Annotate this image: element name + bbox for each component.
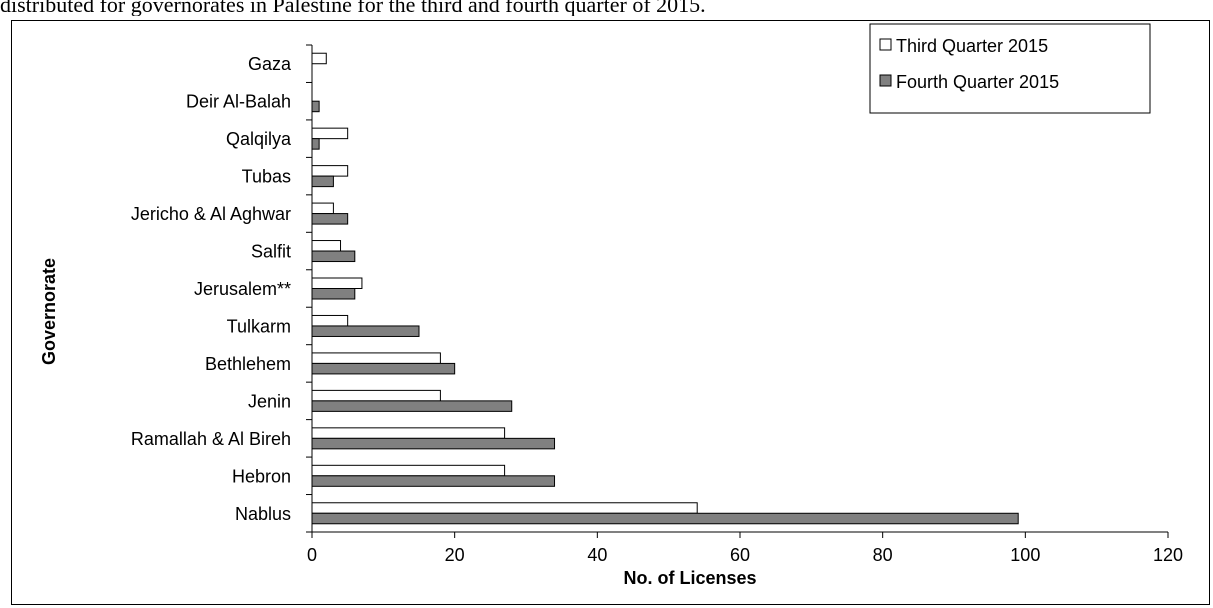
y-axis-title: Governorate: [39, 258, 59, 365]
y-tick-label-nablus: Nablus: [235, 504, 291, 524]
bar-jenin-q3: [311, 389, 441, 402]
y-tick-label-jerusalem: Jerusalem**: [194, 279, 291, 299]
x-tick-label-0: 0: [307, 545, 317, 565]
bar-deir-al-balah-q4: [311, 100, 320, 113]
bar-gaza-q3: [311, 52, 327, 65]
bar-jericho-al-aghwar-q3: [311, 202, 334, 215]
bar-hebron-q3: [311, 464, 506, 477]
bar-tubas-q4: [311, 175, 334, 188]
bar-jerusalem-q4: [311, 288, 356, 300]
bar-jericho-al-aghwar-q4: [311, 213, 349, 225]
x-tick-label-100: 100: [1010, 545, 1040, 565]
y-tick-label-bethlehem: Bethlehem: [205, 354, 291, 374]
bar-nablus-q3: [311, 502, 698, 514]
bar-ramallah-al-bireh-q3: [311, 427, 506, 439]
y-ticks: Gaza Deir Al-Balah Qalqilya Tubas Jericho & …: [131, 44, 312, 533]
legend-swatch-fourth-quarter: [879, 74, 892, 87]
bar-hebron-q4: [311, 475, 556, 487]
y-tick-label-jenin: Jenin: [248, 391, 291, 411]
x-tick-label-60: 60: [730, 545, 750, 565]
legend-box: [869, 23, 1151, 114]
y-tick-label-ramallah-al-bireh: Ramallah & Al Bireh: [131, 429, 291, 449]
legend-label-third-quarter: Third Quarter 2015: [896, 36, 1048, 56]
bar-bethlehem-q4: [311, 362, 456, 375]
y-tick-label-tulkarm: Tulkarm: [227, 316, 291, 336]
x-tick-label-80: 80: [873, 545, 893, 565]
x-ticks: 0 20 40 60 80 100 120: [307, 532, 1183, 565]
legend-swatch-third-quarter: [879, 38, 892, 51]
bar-tubas-q3: [311, 165, 349, 177]
y-tick-label-jericho-al-aghwar: Jericho & Al Aghwar: [131, 204, 291, 224]
y-tick-label-deir-al-balah: Deir Al-Balah: [186, 92, 291, 112]
bar-salfit-q4: [311, 250, 356, 263]
x-tick-label-40: 40: [587, 545, 607, 565]
y-tick-label-tubas: Tubas: [242, 167, 291, 187]
bar-tulkarm-q4: [311, 325, 420, 337]
bar-jenin-q4: [311, 400, 513, 412]
bar-ramallah-al-bireh-q4: [311, 437, 556, 450]
legend: Third Quarter 2015 Fourth Quarter 2015: [869, 23, 1151, 114]
y-tick-label-hebron: Hebron: [232, 466, 291, 486]
y-tick-label-qalqilya: Qalqilya: [226, 129, 292, 149]
bar-jerusalem-q3: [311, 277, 363, 289]
figure-caption: distributed for governorates in Palestin…: [0, 0, 706, 16]
bars-layer: [311, 52, 1019, 525]
bar-salfit-q3: [311, 240, 342, 252]
x-tick-label-120: 120: [1153, 545, 1183, 565]
x-tick-label-20: 20: [445, 545, 465, 565]
bar-nablus-q4: [311, 512, 1019, 525]
y-tick-label-gaza: Gaza: [248, 54, 292, 74]
y-tick-label-salfit: Salfit: [251, 242, 291, 262]
bar-qalqilya-q4: [311, 138, 320, 150]
x-axis-title: No. of Licenses: [623, 568, 756, 588]
bar-tulkarm-q3: [311, 314, 349, 327]
bar-qalqilya-q3: [311, 127, 349, 140]
legend-label-fourth-quarter: Fourth Quarter 2015: [896, 72, 1059, 92]
bar-bethlehem-q3: [311, 352, 441, 364]
